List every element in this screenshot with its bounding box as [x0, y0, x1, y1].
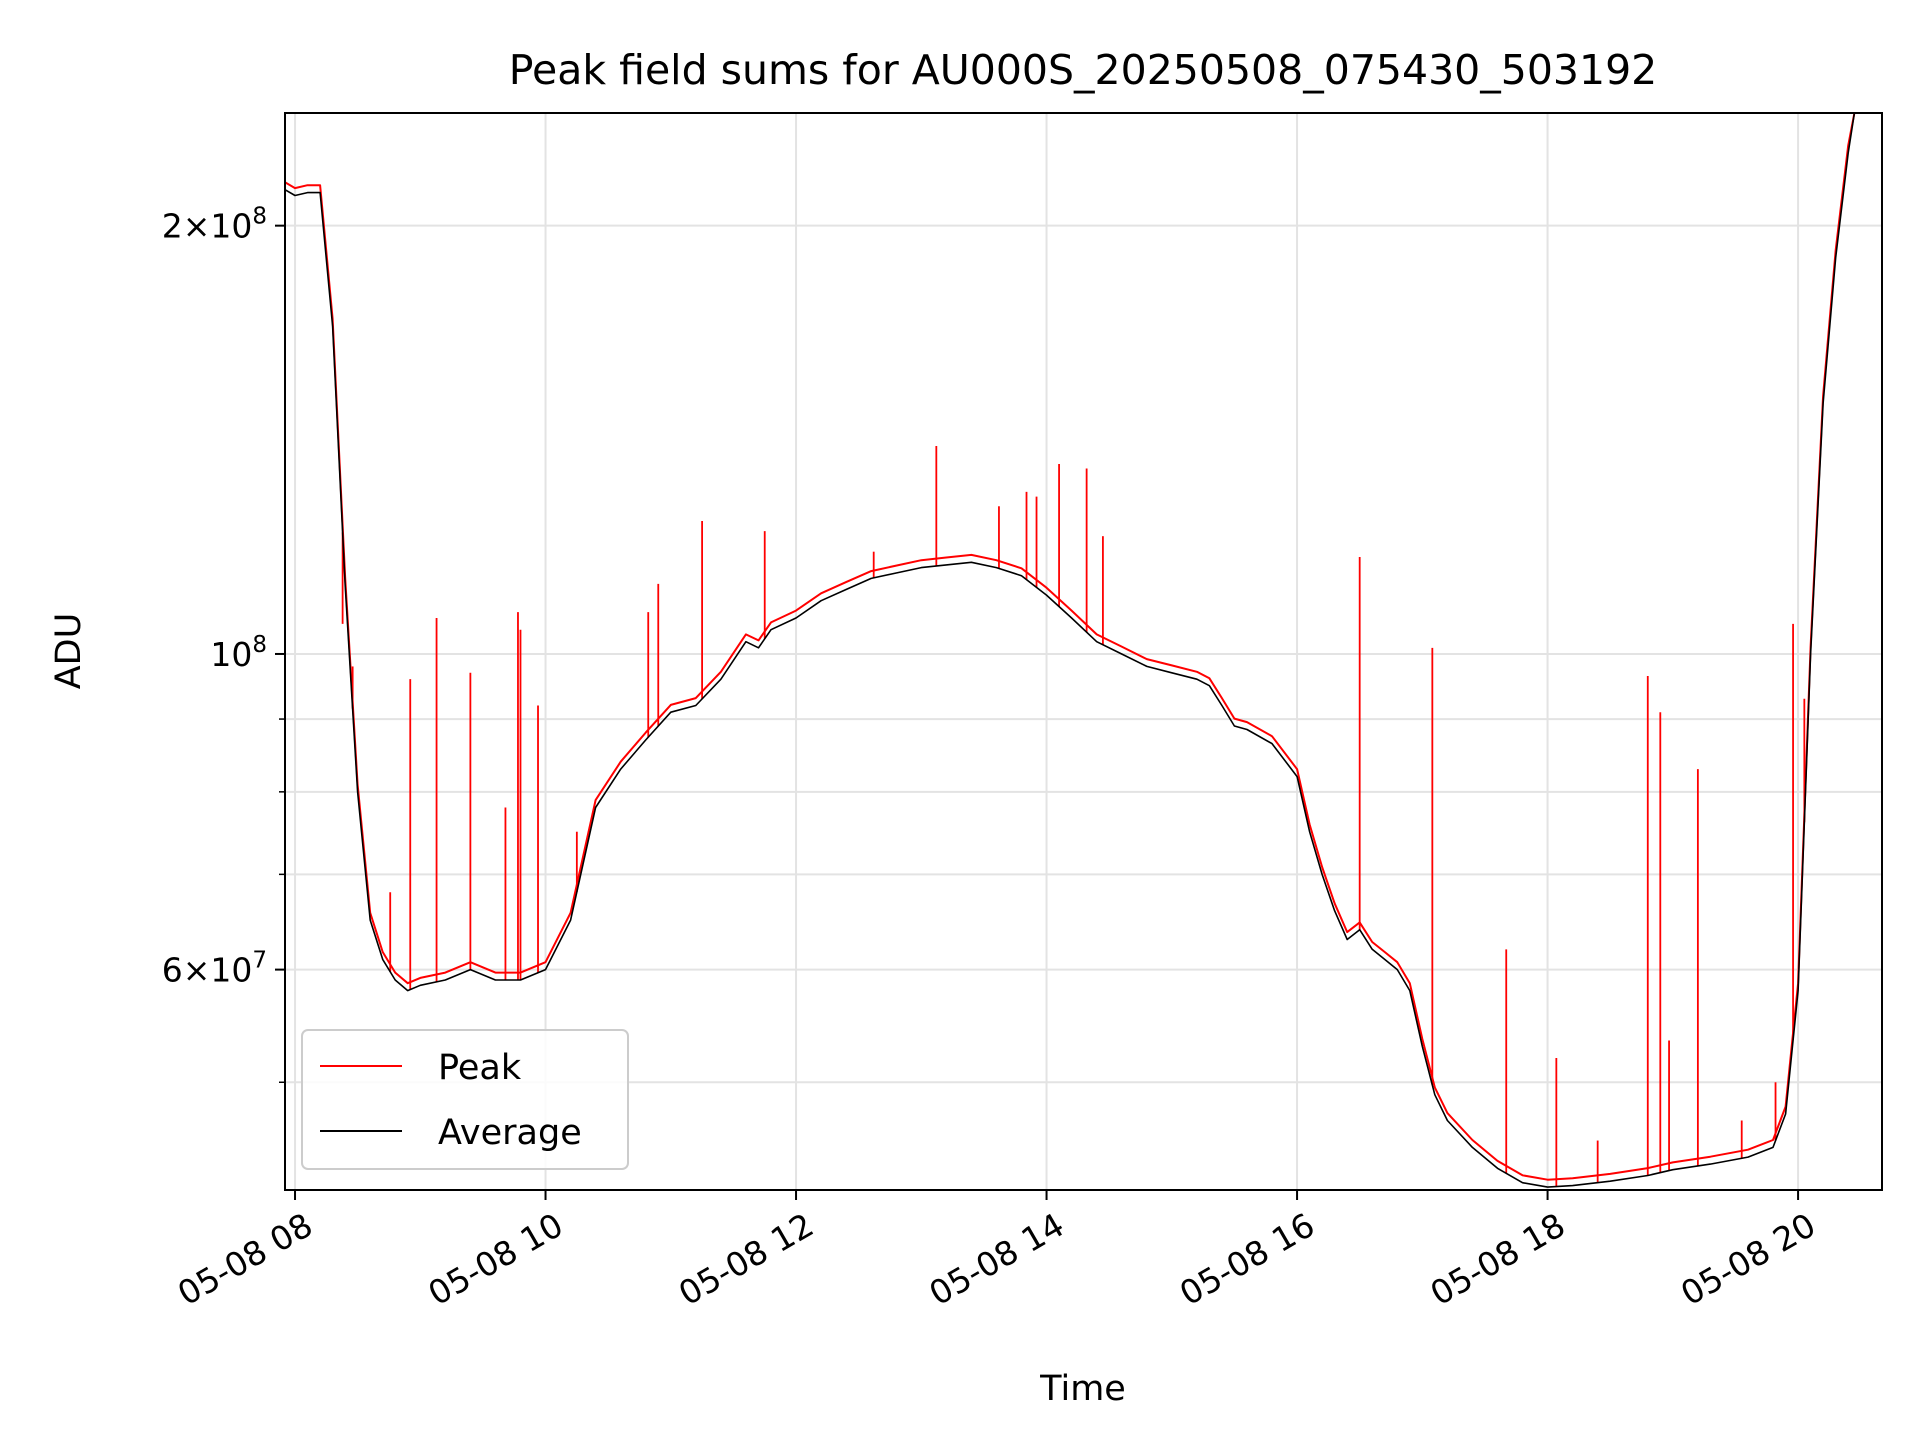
- y-tick-label: 2×108: [162, 204, 267, 246]
- legend-peak-label: Peak: [438, 1048, 522, 1088]
- average-series-line: [284, 112, 1856, 1188]
- legend-average-label: Average: [438, 1113, 582, 1153]
- y-tick-label: 6×107: [162, 948, 267, 990]
- x-axis-label: Time: [1039, 1369, 1126, 1409]
- peak-series-line: [284, 112, 1856, 1181]
- legend: Peak Average: [301, 1029, 629, 1170]
- series-layer: [284, 112, 1856, 1188]
- legend-box: [301, 1029, 629, 1170]
- chart-title: Peak field sums for AU000S_20250508_0754…: [509, 46, 1658, 94]
- y-axis-label: ADU: [49, 613, 89, 690]
- plot-frame: [284, 112, 1883, 1191]
